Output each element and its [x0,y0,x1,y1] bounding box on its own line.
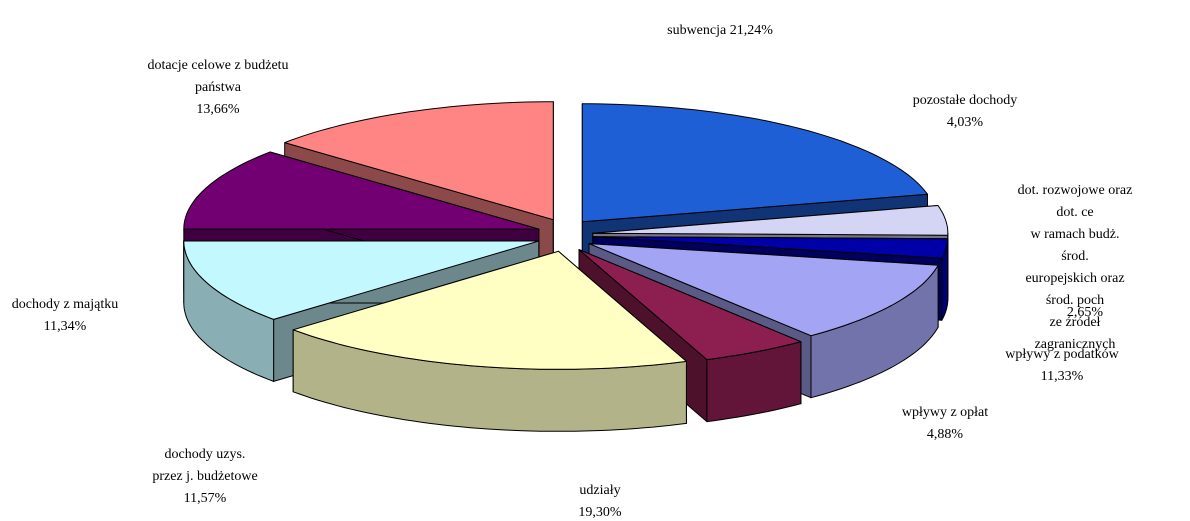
value-label: 11,57% [183,491,227,506]
slice [183,240,540,320]
value-label: 4,03% [946,115,984,130]
slice-label: pozostałe dochody 4,03% [913,90,1018,134]
category-label: subwencja [667,23,727,38]
value-label: 13,66% [196,102,240,117]
slice [578,249,802,361]
slice-label: dochody z majątku 11,34% [12,294,119,338]
value-label: 21,24% [729,23,773,38]
category-label: udziały [579,483,621,498]
value-label: 4,88% [926,427,964,442]
value-label: 11,34% [43,319,87,334]
slice [592,205,949,236]
slice-label: subwencja 21,24% [667,20,773,42]
slice [183,151,540,230]
slice-label: dot. rozwojowe oraz dot. ce w ramach bud… [1018,180,1133,356]
value-label: 19,30% [578,505,622,520]
slice [292,250,687,370]
value-label: 2,65% [1066,305,1104,320]
category-label: dochody uzys. przez j. budżetowe [152,447,258,484]
category-label: dot. rozwojowe oraz dot. ce w ramach bud… [1017,183,1133,352]
category-label: dotacje celowe z budżetu państwa [147,58,289,95]
slice [284,101,554,221]
slice-label: dochody uzys. przez j. budżetowe 11,57% [152,444,257,510]
slice [581,103,928,223]
slice-label: udziały 19,30% [578,480,621,521]
slice-label: dotacje celowe z budżetu państwa 13,66% [147,55,288,121]
value-label: 11,33% [1040,369,1084,384]
category-label: wpływy z opłat [901,405,989,420]
slice-label: wpływy z podatków 11,33% [1005,344,1119,388]
slice-label: wpływy z opłat 4,88% [902,402,988,446]
category-label: pozostałe dochody [912,93,1018,108]
category-label: dochody z majątku [11,297,119,312]
category-label: wpływy z podatków [1005,347,1119,362]
slice [588,243,939,337]
slice [592,236,949,259]
label-row: subwencja 21,24% [667,20,773,42]
